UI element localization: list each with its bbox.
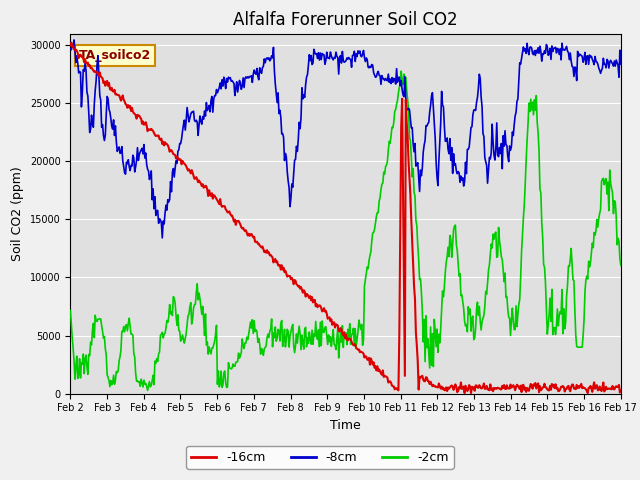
X-axis label: Time: Time <box>330 419 361 432</box>
Title: Alfalfa Forerunner Soil CO2: Alfalfa Forerunner Soil CO2 <box>234 11 458 29</box>
Legend: -16cm, -8cm, -2cm: -16cm, -8cm, -2cm <box>186 446 454 469</box>
Y-axis label: Soil CO2 (ppm): Soil CO2 (ppm) <box>12 166 24 261</box>
Text: TA_soilco2: TA_soilco2 <box>79 49 151 62</box>
